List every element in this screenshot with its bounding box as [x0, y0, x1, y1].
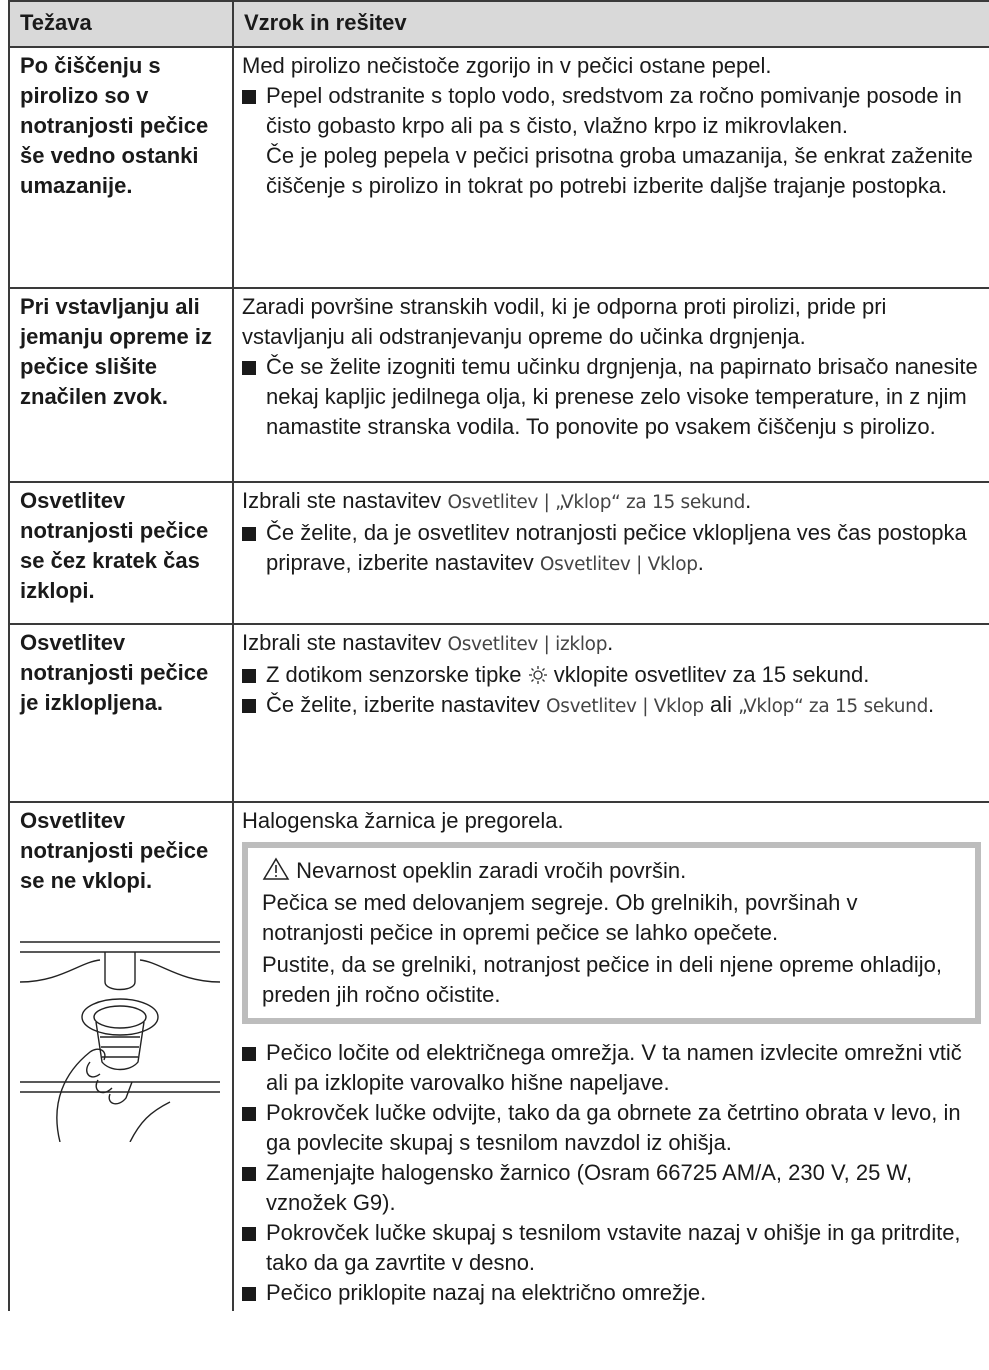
solution: Izbrali ste nastavitev Osvetlitev | „Vkl… [232, 481, 989, 625]
solution: Med pirolizo nečistoče zgorijo in v peči… [232, 46, 989, 289]
text: Izbrali ste nastavitev [242, 488, 442, 513]
problem: Po čiščenju s pirolizo so v notranjosti … [8, 46, 234, 289]
text: vklopite osvetlitev za 15 sekund. [553, 662, 870, 687]
solution: Halogenska žarnica je pregorela. Nevarno… [232, 801, 989, 1311]
step: Pečico ločite od električnega omrežja. V… [242, 1038, 981, 1098]
warning-text: Pečica se med delovanjem segreje. Ob gre… [262, 890, 858, 945]
text: Pepel odstranite s toplo vodo, sredstvom… [266, 83, 962, 138]
row: Pri vstavljanju ali jemanju opreme iz pe… [8, 287, 989, 483]
step: Pokrovček lučke odvijte, tako da ga obrn… [242, 1098, 981, 1158]
setting: Osvetlitev | Vklop [546, 696, 704, 717]
illustration [19, 941, 221, 1143]
row: Osvetlitev notranjosti pečice se ne vklo… [8, 801, 989, 1311]
setting: Osvetlitev | „Vklop“ za 15 sekund [447, 492, 746, 513]
text: ali [709, 692, 732, 717]
warning-text: Pustite, da se grelniki, notranjost peči… [262, 952, 942, 1007]
problem: Osvetlitev notranjosti pečice se ne vklo… [8, 801, 234, 1311]
problem: Osvetlitev notranjosti pečice je izklopl… [8, 623, 234, 803]
cause: Med pirolizo nečistoče zgorijo in v peči… [242, 53, 772, 78]
text: Izbrali ste nastavitev [242, 630, 442, 655]
text: . [697, 550, 704, 575]
setting: Osvetlitev | Vklop [539, 554, 698, 575]
problem: Osvetlitev notranjosti pečice se čez kra… [8, 481, 234, 625]
setting: Osvetlitev | izklop [447, 634, 608, 655]
cause: Zaradi površine stranskih vodil, ki je o… [242, 294, 887, 349]
row: Po čiščenju s pirolizo so v notranjosti … [8, 46, 989, 289]
step: Če želite, da je osvetlitev notranjosti … [242, 518, 981, 580]
problem-text: Osvetlitev notranjosti pečice se ne vklo… [20, 808, 209, 893]
step: Pokrovček lučke skupaj s tesnilom vstavi… [242, 1218, 981, 1278]
text: . [607, 630, 614, 655]
header-cell: Težava [8, 0, 234, 48]
cause: Izbrali ste nastavitev Osvetlitev | izkl… [242, 628, 981, 660]
text: . [928, 692, 935, 717]
warning-title: Nevarnost opeklin zaradi vročih površin. [262, 856, 961, 886]
solution: Zaradi površine stranskih vodil, ki je o… [232, 287, 989, 483]
cause: Halogenska žarnica je pregorela. [242, 808, 564, 833]
text: Če je poleg pepela v pečici prisotna gro… [266, 143, 973, 198]
solution: Izbrali ste nastavitev Osvetlitev | izkl… [232, 623, 989, 803]
step: Če želite, izberite nastavitev Osvetlite… [242, 690, 981, 722]
text: Nevarnost opeklin zaradi vročih površin. [296, 858, 687, 883]
text: . [745, 488, 752, 513]
header-row: Težava Vzrok in rešitev [8, 0, 989, 48]
step: Z dotikom senzorske tipke vklopite osvet… [242, 660, 981, 690]
step: Če se želite izogniti temu učinku drgnje… [242, 352, 981, 442]
setting: „Vklop“ za 15 sekund [738, 696, 929, 717]
step: Zamenjajte halogensko žarnico (Osram 667… [242, 1158, 981, 1218]
light-icon [528, 666, 547, 684]
warning-icon [262, 857, 290, 880]
text: Z dotikom senzorske tipke [266, 662, 522, 687]
text: Če želite, izberite nastavitev [266, 692, 540, 717]
problem: Pri vstavljanju ali jemanju opreme iz pe… [8, 287, 234, 483]
header-cell: Vzrok in rešitev [232, 0, 989, 48]
step: Pepel odstranite s toplo vodo, sredstvom… [242, 81, 981, 201]
row: Osvetlitev notranjosti pečice se čez kra… [8, 481, 989, 625]
troubleshooting-table: Težava Vzrok in rešitev Po čiščenju s pi… [8, 0, 989, 1311]
warning-box: Nevarnost opeklin zaradi vročih površin.… [242, 842, 981, 1024]
step: Pečico priklopite nazaj na električno om… [242, 1278, 981, 1308]
row: Osvetlitev notranjosti pečice je izklopl… [8, 623, 989, 803]
cause: Izbrali ste nastavitev Osvetlitev | „Vkl… [242, 486, 981, 518]
text: Če želite, da je osvetlitev notranjosti … [266, 520, 967, 575]
